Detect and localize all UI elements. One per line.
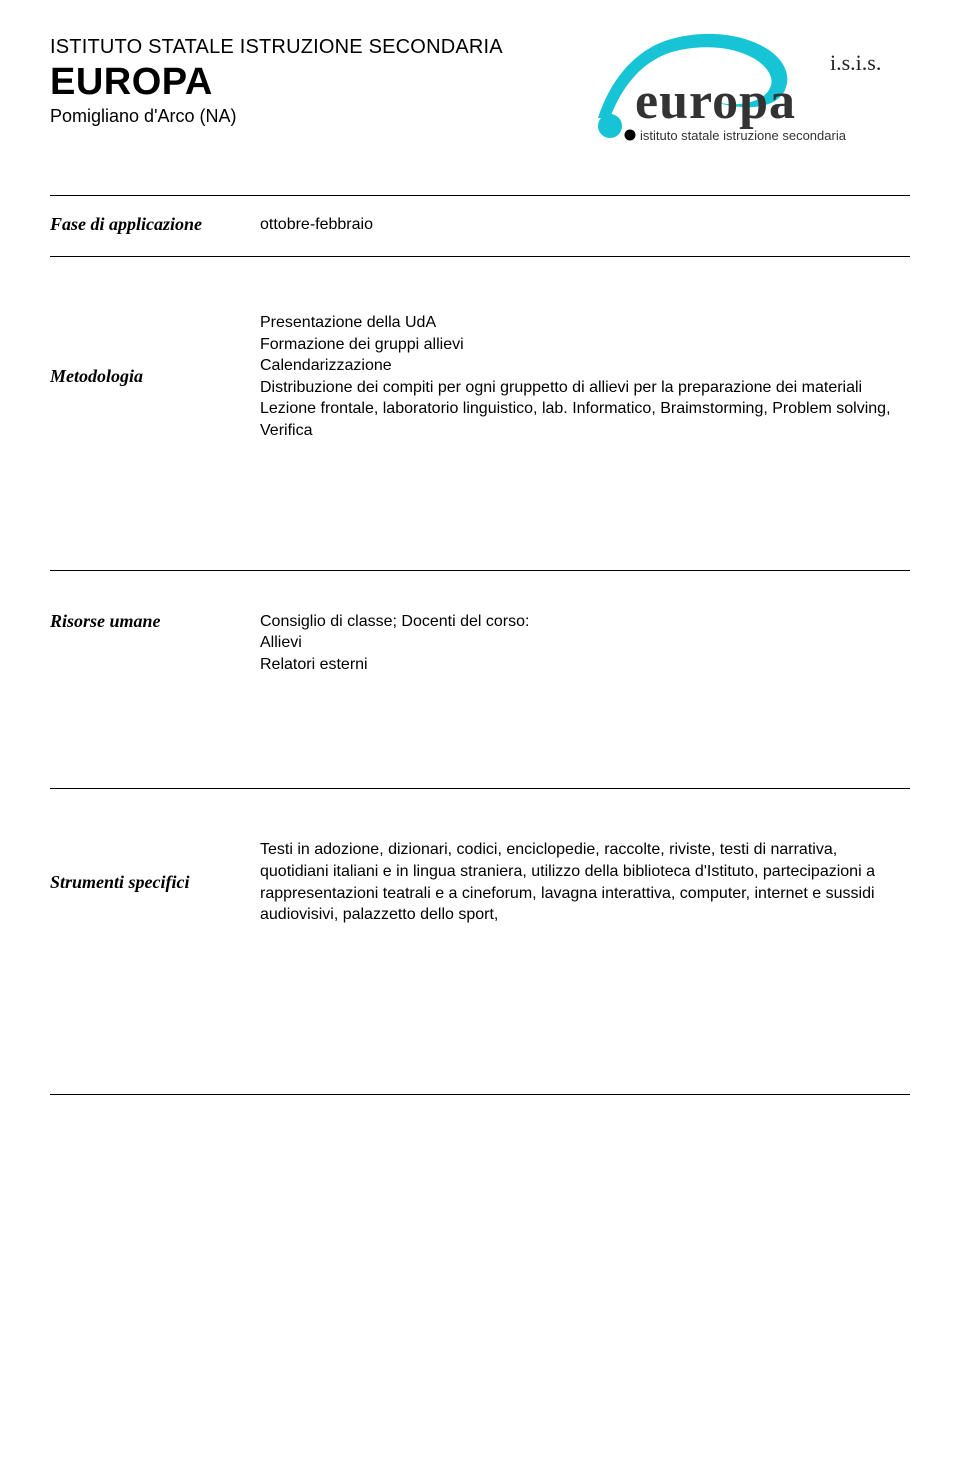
svg-text:i.s.i.s.: i.s.i.s.: [830, 50, 881, 75]
row-label: Risorse umane: [50, 611, 260, 632]
institute-name: ISTITUTO STATALE ISTRUZIONE SECONDARIA: [50, 36, 503, 59]
row-value: ottobre-febbraio: [260, 214, 910, 236]
page-header: ISTITUTO STATALE ISTRUZIONE SECONDARIA E…: [50, 30, 910, 150]
row-value: Testi in adozione, dizionari, codici, en…: [260, 839, 910, 925]
row-strumenti-specifici: Strumenti specifici Testi in adozione, d…: [50, 789, 910, 943]
row-value: Presentazione della UdA Formazione dei g…: [260, 312, 910, 442]
row-risorse-umane: Risorse umane Consiglio di classe; Docen…: [50, 571, 910, 694]
row-label: Fase di applicazione: [50, 214, 260, 235]
row-label: Metodologia: [50, 366, 260, 387]
row-fase-applicazione: Fase di applicazione ottobre-febbraio: [50, 196, 910, 256]
row-value: Consiglio di classe; Docenti del corso: …: [260, 611, 910, 676]
institute-location: Pomigliano d'Arco (NA): [50, 106, 503, 127]
svg-text:istituto statale istruzione se: istituto statale istruzione secondaria: [640, 128, 847, 143]
institute-brand: EUROPA: [50, 61, 503, 104]
divider: [50, 1094, 910, 1095]
page: ISTITUTO STATALE ISTRUZIONE SECONDARIA E…: [0, 0, 960, 1475]
row-label: Strumenti specifici: [50, 872, 260, 893]
svg-text:europa: europa: [635, 73, 796, 130]
header-text-block: ISTITUTO STATALE ISTRUZIONE SECONDARIA E…: [50, 30, 503, 127]
logo-icon: i.s.i.s. europa istituto statale istruzi…: [580, 30, 910, 150]
row-metodologia: Metodologia Presentazione della UdA Form…: [50, 257, 910, 460]
